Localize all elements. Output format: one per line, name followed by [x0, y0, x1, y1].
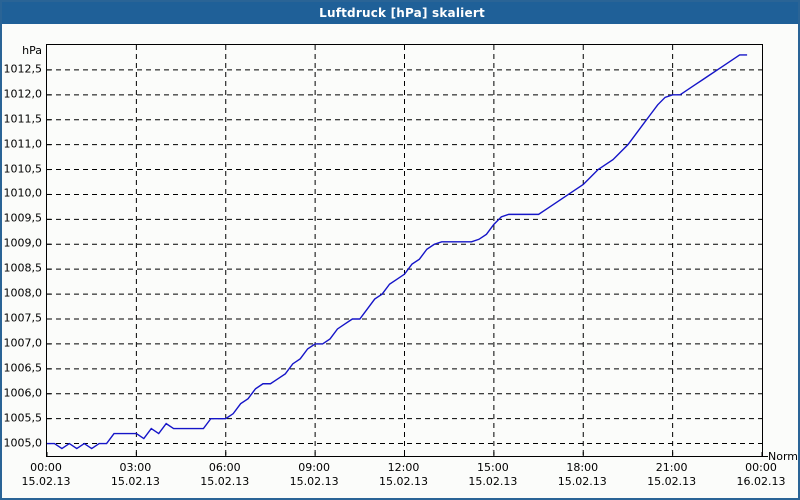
- x-axis-tick-marks: [47, 452, 762, 456]
- chart-canvas: hPa 1005,0 1005,5 1006,0 1006,5 1007,0 1007,5…: [2, 24, 798, 498]
- x-tick-label: 15:00 15.02.13: [468, 461, 517, 489]
- x-tick-time: 03:00: [119, 461, 152, 474]
- y-tick-label: 1009,5: [3, 211, 43, 225]
- y-tick-label: 1011,0: [3, 137, 43, 151]
- x-tick-label: 09:00 15.02.13: [290, 461, 339, 489]
- x-tick-date: 15.02.13: [289, 475, 339, 488]
- x-tick-date: 15.02.13: [21, 475, 71, 488]
- horizontal-gridlines: [47, 69, 762, 445]
- x-tick-label: 00:00 16.02.13: [737, 461, 786, 489]
- y-tick-label: 1010,5: [3, 162, 43, 176]
- y-tick-label: 1007,0: [3, 336, 43, 350]
- right-axis-label: Normal: [768, 450, 799, 463]
- plot-area: [46, 44, 763, 457]
- x-tick-time: 21:00: [655, 461, 688, 474]
- y-tick-label: 1011,5: [3, 112, 43, 126]
- y-tick-label: 1008,5: [3, 261, 43, 275]
- x-tick-date: 15.02.13: [110, 475, 160, 488]
- vertical-gridlines: [135, 45, 674, 456]
- y-axis-unit-label: hPa: [22, 44, 42, 57]
- pressure-series-line: [47, 54, 748, 450]
- y-tick-label: 1009,0: [3, 236, 43, 250]
- x-tick-date: 15.02.13: [200, 475, 250, 488]
- right-axis-tick: [763, 456, 768, 457]
- x-tick-label: 00:00 15.02.13: [22, 461, 71, 489]
- x-tick-date: 15.02.13: [647, 475, 697, 488]
- y-tick-label: 1007,5: [3, 311, 43, 325]
- x-tick-label: 03:00 15.02.13: [111, 461, 160, 489]
- y-axis-labels: hPa 1005,0 1005,5 1006,0 1006,5 1007,0 1007,5…: [2, 24, 43, 498]
- plot-svg: [47, 45, 762, 456]
- y-tick-label: 1005,0: [3, 436, 43, 450]
- y-axis-tick-marks: [47, 69, 51, 445]
- x-tick-time: 12:00: [387, 461, 420, 474]
- y-tick-label: 1005,5: [3, 411, 43, 425]
- y-tick-label: 1012,0: [3, 87, 43, 101]
- x-tick-time: 15:00: [477, 461, 509, 474]
- x-tick-label: 06:00 15.02.13: [200, 461, 249, 489]
- y-tick-label: 1006,5: [3, 361, 43, 375]
- x-tick-time: 06:00: [208, 461, 241, 474]
- x-tick-date: 15.02.13: [557, 475, 607, 488]
- x-tick-label: 18:00 15.02.13: [558, 461, 607, 489]
- x-tick-label: 21:00 15.02.13: [647, 461, 696, 489]
- y-tick-label: 1010,0: [3, 186, 43, 200]
- x-axis-labels: 00:00 15.02.13 03:00 15.02.13 06:00 15.02.13 0…: [2, 461, 798, 498]
- x-tick-time: 09:00: [298, 461, 330, 474]
- x-tick-time: 18:00: [566, 461, 599, 474]
- x-tick-time: 00:00: [745, 461, 777, 474]
- x-tick-label: 12:00 15.02.13: [379, 461, 428, 489]
- y-tick-label: 1008,0: [3, 286, 43, 300]
- x-tick-date: 15.02.13: [468, 475, 518, 488]
- y-tick-label: 1006,0: [3, 386, 43, 400]
- x-tick-time: 00:00: [30, 461, 62, 474]
- window-title: Luftdruck [hPa] skaliert: [319, 6, 485, 20]
- y-tick-label: 1012,5: [3, 62, 43, 76]
- x-tick-date: 16.02.13: [736, 475, 786, 488]
- x-tick-date: 15.02.13: [379, 475, 428, 488]
- window-title-bar: Luftdruck [hPa] skaliert: [2, 2, 798, 24]
